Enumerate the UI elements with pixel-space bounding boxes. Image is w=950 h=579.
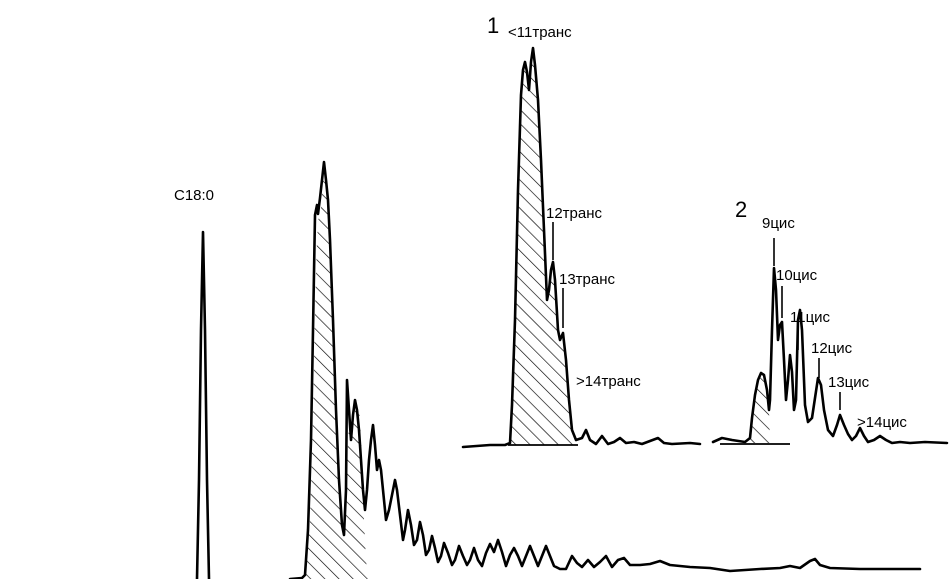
inset1-hatched-area	[510, 48, 575, 445]
inset1-number: 1	[487, 13, 499, 38]
inset2-hatched-area	[750, 373, 770, 443]
main-trace	[288, 160, 922, 579]
main-hatched-area	[305, 165, 368, 579]
label-11trans: <11транс	[508, 24, 572, 41]
main-c18-peak	[195, 230, 211, 579]
inset2-number: 2	[735, 197, 747, 222]
inset-2-chromatogram	[711, 238, 949, 445]
label-9cis: 9цис	[762, 215, 795, 232]
inset1-trace	[461, 46, 702, 449]
label-13trans: 13транс	[559, 271, 616, 288]
label-13cis: 13цис	[828, 374, 870, 391]
label-12trans: 12транс	[546, 205, 603, 222]
label-14cis: >14цис	[857, 414, 907, 431]
main-chromatogram	[195, 160, 922, 579]
label-10cis: 10цис	[776, 267, 818, 284]
label-c18: C18:0	[174, 187, 214, 204]
inset-1-chromatogram	[461, 46, 702, 449]
label-14trans: >14транс	[576, 373, 641, 390]
inset2-trace	[711, 266, 949, 445]
label-12cis: 12цис	[811, 340, 853, 357]
label-11cis: 11цис	[790, 309, 831, 326]
